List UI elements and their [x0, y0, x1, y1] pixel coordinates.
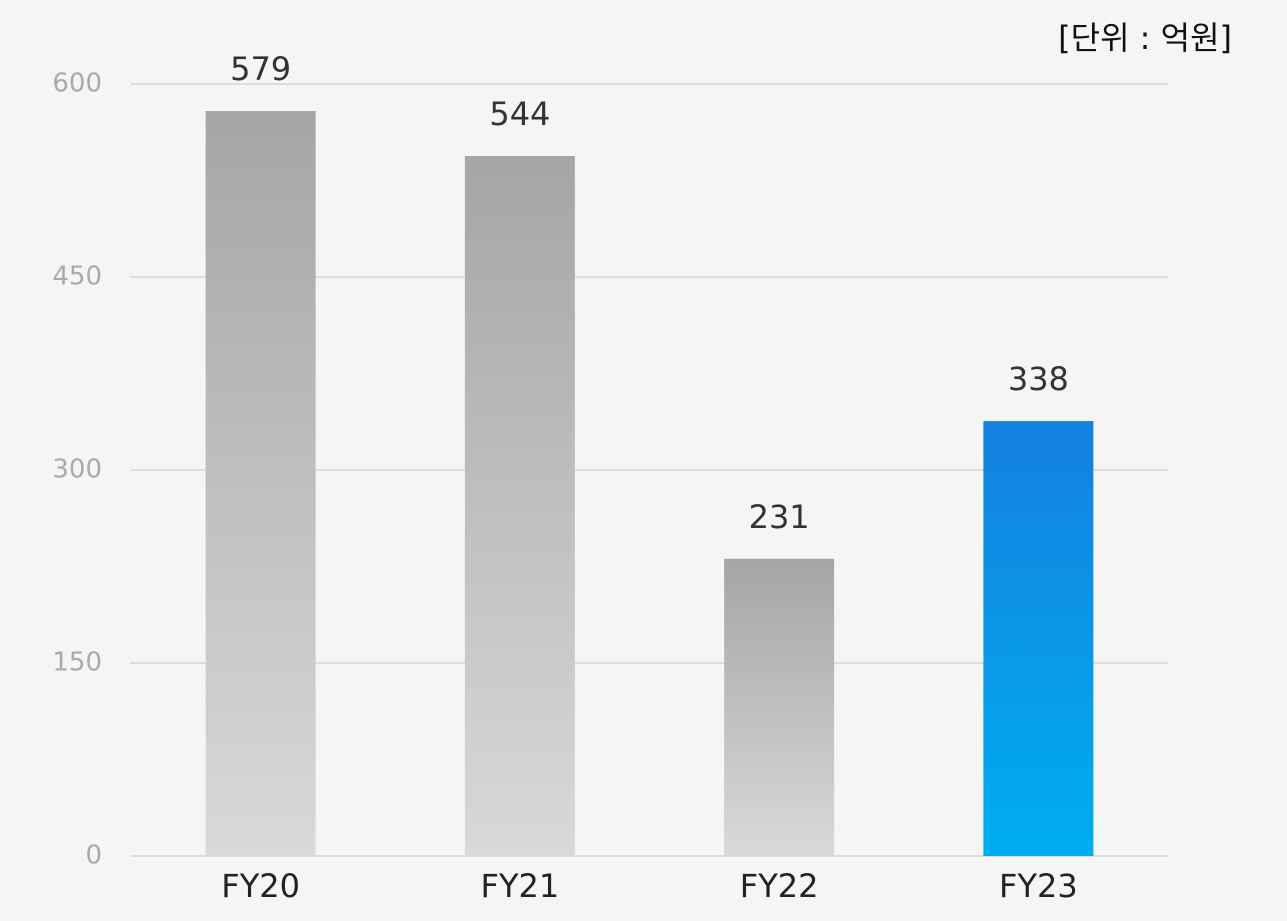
unit-label: [단위 : 억원] [1058, 19, 1232, 57]
value-label: 579 [230, 50, 291, 88]
value-label: 231 [749, 498, 810, 536]
bar [205, 111, 316, 856]
y-tick-label: 0 [85, 841, 102, 871]
bar [464, 156, 575, 856]
x-tick-label: FY21 [481, 867, 560, 905]
value-label: 544 [489, 95, 550, 133]
x-tick-label: FY22 [740, 867, 819, 905]
y-tick-label: 600 [52, 69, 102, 99]
y-tick-label: 150 [52, 648, 102, 678]
x-tick-label: FY20 [221, 867, 300, 905]
bar [983, 421, 1094, 856]
bar [724, 558, 835, 856]
x-tick-label: FY23 [999, 867, 1078, 905]
y-tick-label: 300 [52, 455, 102, 485]
y-tick-label: 450 [52, 262, 102, 292]
value-label: 338 [1008, 360, 1069, 398]
